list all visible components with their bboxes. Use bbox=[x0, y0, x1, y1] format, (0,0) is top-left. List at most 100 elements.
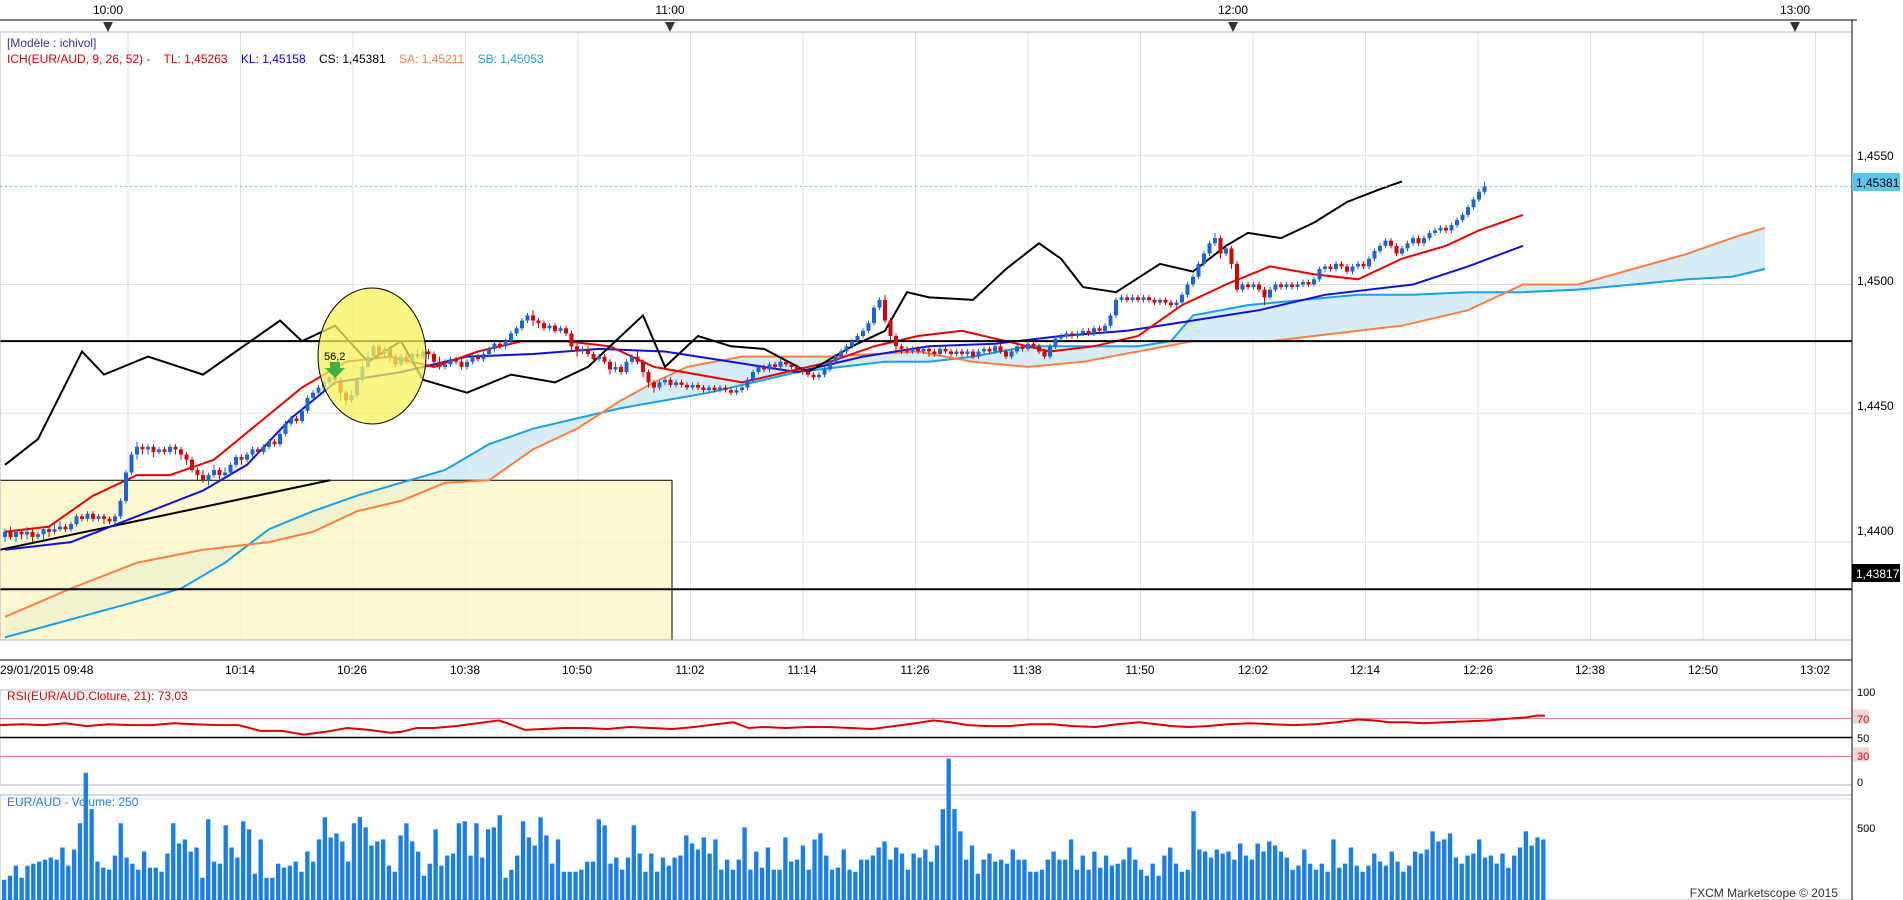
candle-body bbox=[1301, 281, 1305, 285]
ichimoku-cloud bbox=[5, 227, 1765, 638]
candle-body bbox=[641, 361, 645, 373]
volume-bar bbox=[1092, 851, 1097, 900]
candle-body bbox=[228, 464, 233, 473]
candle-body bbox=[272, 441, 277, 445]
candle-body bbox=[1092, 328, 1096, 334]
volume-bar bbox=[695, 849, 701, 900]
kijun-line bbox=[4, 244, 1524, 551]
candle-body bbox=[1295, 284, 1300, 288]
candle-body bbox=[1240, 284, 1245, 290]
time-axis-label: 12:26 bbox=[1463, 663, 1493, 677]
volume-bar bbox=[1162, 855, 1167, 900]
volume-bar bbox=[888, 859, 893, 900]
volume-bar bbox=[555, 839, 561, 900]
volume-bar bbox=[410, 841, 415, 900]
volume-bar bbox=[380, 839, 386, 900]
volume-bar bbox=[71, 849, 77, 900]
candle-body bbox=[894, 336, 898, 347]
candle-body bbox=[1218, 238, 1223, 254]
volume-bar bbox=[981, 859, 986, 900]
volume-bar bbox=[450, 853, 456, 900]
volume-bar bbox=[485, 829, 491, 900]
candle-body bbox=[256, 449, 260, 452]
candle-body bbox=[118, 500, 123, 517]
candle-body bbox=[113, 516, 117, 522]
volume-bar bbox=[1115, 863, 1120, 900]
volume-title: EUR/AUD - Volume: 250 bbox=[7, 795, 139, 809]
legend-tenkan: TL: 1,45263 bbox=[164, 52, 228, 66]
volume-bar bbox=[264, 877, 269, 900]
candle-body bbox=[987, 348, 992, 352]
volume-bar bbox=[742, 827, 747, 900]
candle-body bbox=[613, 366, 618, 370]
volume-bar bbox=[1203, 851, 1208, 900]
chikou-line bbox=[4, 180, 1403, 466]
candle-body bbox=[833, 356, 838, 362]
candle-body bbox=[1482, 186, 1487, 192]
price-tick: 1,4500 bbox=[1857, 274, 1894, 288]
volume-bar bbox=[678, 855, 683, 900]
candle-body bbox=[932, 351, 937, 355]
volume-bar bbox=[1133, 859, 1138, 900]
candle-body bbox=[1433, 230, 1437, 233]
volume-bar bbox=[590, 861, 596, 900]
candle-body bbox=[1455, 220, 1459, 226]
candle-body bbox=[1460, 214, 1465, 221]
volume-bar bbox=[573, 871, 578, 900]
volume-bar bbox=[987, 853, 992, 900]
volume-bar bbox=[1284, 857, 1289, 900]
volume-bar bbox=[1022, 859, 1027, 900]
candle-body bbox=[19, 531, 24, 535]
top-axis-marker bbox=[1790, 22, 1800, 32]
candle-body bbox=[102, 516, 106, 519]
candle-body bbox=[910, 348, 915, 352]
candle-body bbox=[316, 387, 321, 393]
volume-bar bbox=[1418, 853, 1424, 900]
top-axis-label: 11:00 bbox=[655, 3, 684, 17]
volume-bar bbox=[1010, 849, 1015, 900]
volume-bar bbox=[759, 867, 765, 900]
volume-bar bbox=[194, 847, 199, 900]
volume-bar bbox=[48, 857, 53, 900]
candle-body bbox=[1339, 263, 1344, 267]
candle-body bbox=[905, 348, 909, 352]
candle-body bbox=[943, 348, 948, 352]
candle-body bbox=[1070, 333, 1074, 336]
candle-body bbox=[1015, 346, 1019, 352]
candle-body bbox=[602, 356, 607, 362]
cloud-fill bbox=[5, 227, 1765, 638]
volume-bar bbox=[2, 879, 7, 900]
volume-bar bbox=[579, 869, 584, 900]
candle-body bbox=[1279, 284, 1283, 288]
candle-body bbox=[899, 346, 904, 349]
volume-bar bbox=[357, 817, 362, 900]
candle-body bbox=[1207, 243, 1212, 254]
candle-body bbox=[1114, 299, 1118, 316]
volume-bar bbox=[777, 869, 782, 900]
volume-bar bbox=[1045, 859, 1050, 900]
candle-body bbox=[586, 348, 590, 355]
candle-body bbox=[1477, 191, 1481, 200]
volume-bar bbox=[1197, 849, 1202, 900]
candle-body bbox=[41, 529, 46, 535]
level-price-badge bbox=[1852, 564, 1900, 582]
volume-bar bbox=[147, 867, 153, 900]
legend-kijun: KL: 1,45158 bbox=[241, 52, 306, 66]
candle-body bbox=[107, 518, 112, 522]
candle-body bbox=[525, 315, 530, 321]
volume-bar bbox=[637, 853, 642, 900]
volume-bar bbox=[246, 829, 252, 900]
candle-body bbox=[1262, 289, 1267, 298]
candle-body bbox=[1361, 263, 1366, 267]
candle-body bbox=[1400, 248, 1404, 254]
volume-bar bbox=[1471, 853, 1476, 900]
trend-line bbox=[0, 479, 331, 551]
volume-bar bbox=[1243, 855, 1249, 900]
volume-bar bbox=[1348, 847, 1354, 900]
candle-body bbox=[855, 336, 860, 342]
volume-bar bbox=[509, 869, 514, 900]
volume-bar bbox=[363, 827, 368, 900]
volume-bar bbox=[328, 837, 333, 900]
rsi-panel bbox=[0, 689, 1869, 786]
